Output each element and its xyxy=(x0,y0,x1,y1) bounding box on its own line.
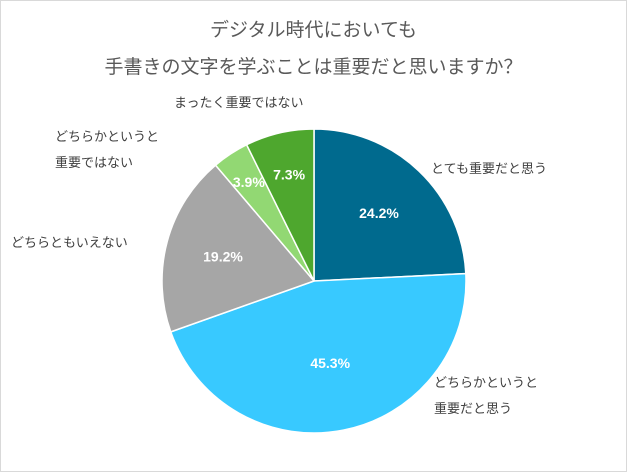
value-label-not-important: 7.3% xyxy=(273,166,305,182)
pie-slice-very-important xyxy=(313,128,467,282)
value-label-somewhat-unimportant: 3.9% xyxy=(233,174,265,190)
category-label-somewhat-important: どちらかというと 重要だと思う xyxy=(434,376,539,417)
chart-title-line-1: デジタル時代においても xyxy=(209,19,418,41)
value-label-neutral: 19.2% xyxy=(203,249,243,265)
category-label-very-important: とても重要だと思う xyxy=(431,162,547,177)
chart-title-line-2: 手書きの文字を学ぶことは重要だと思いますか？ xyxy=(104,56,523,78)
pie-slice-not-important xyxy=(245,128,315,282)
value-label-somewhat-important: 45.3% xyxy=(310,355,350,371)
category-label-neutral: どちらともいえない xyxy=(11,236,128,251)
value-label-very-important: 24.2% xyxy=(359,205,399,221)
category-label-not-important: まったく重要ではない xyxy=(174,96,304,111)
pie-slice-somewhat-important xyxy=(169,272,467,434)
pie-slice-neutral xyxy=(161,164,316,333)
category-label-somewhat-unimportant: どちらかというと 重要ではない xyxy=(55,130,160,171)
